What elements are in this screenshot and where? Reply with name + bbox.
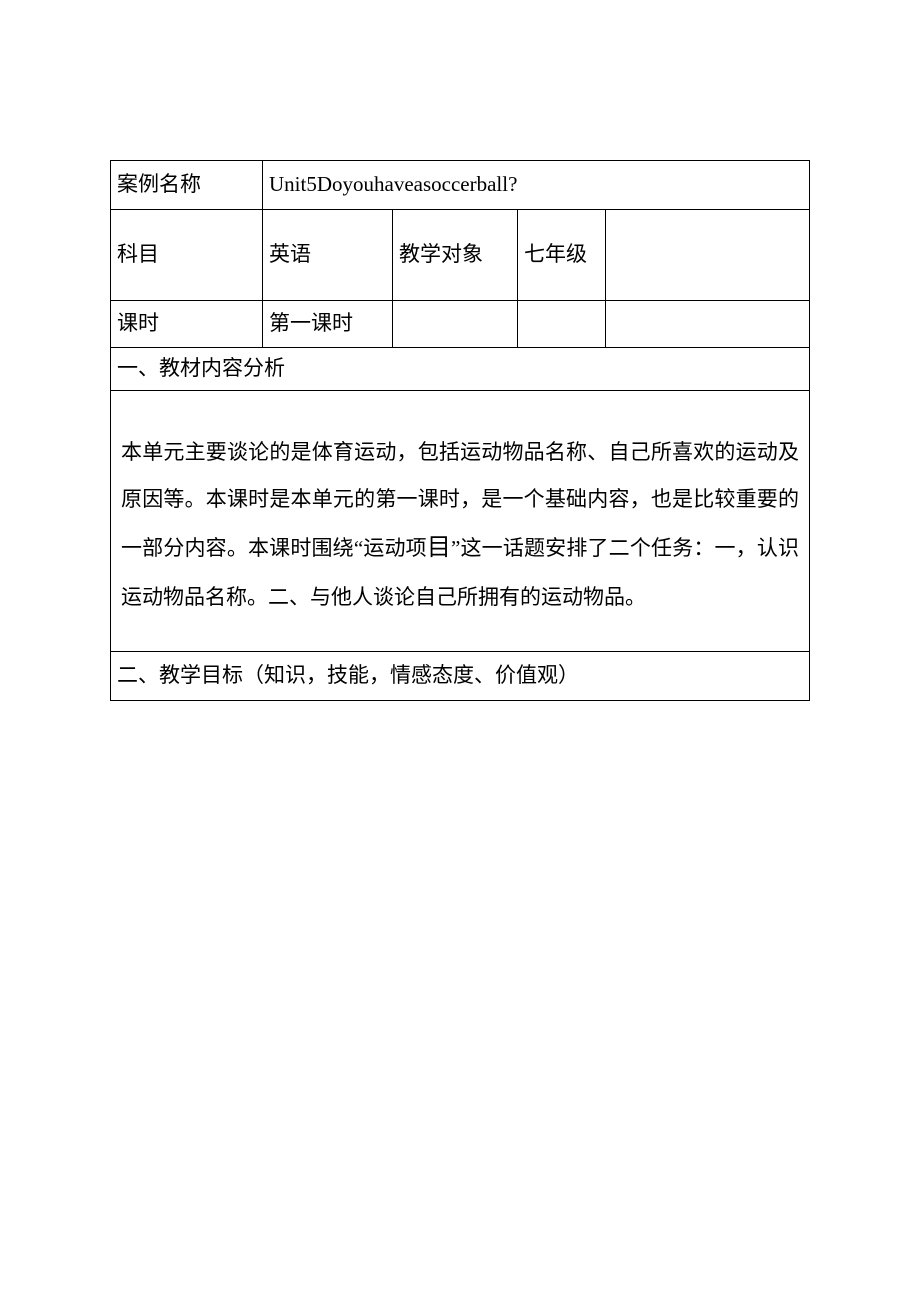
row-section2-heading: 二、教学目标（知识，技能，情感态度、价值观） xyxy=(111,652,810,701)
section1-body-em: 目 xyxy=(427,535,451,561)
cell-period-4 xyxy=(518,301,606,348)
label-period: 课时 xyxy=(111,301,263,348)
cell-period-3 xyxy=(393,301,518,348)
section1-heading: 一、教材内容分析 xyxy=(111,348,810,391)
cell-period-5 xyxy=(606,301,810,348)
section2-heading: 二、教学目标（知识，技能，情感态度、价值观） xyxy=(111,652,810,701)
row-section1-heading: 一、教材内容分析 xyxy=(111,348,810,391)
section1-body: 本单元主要谈论的是体育运动，包括运动物品名称、自己所喜欢的运动及原因等。本课时是… xyxy=(111,411,809,630)
row-section1-body: 本单元主要谈论的是体育运动，包括运动物品名称、自己所喜欢的运动及原因等。本课时是… xyxy=(111,391,810,652)
label-case-name: 案例名称 xyxy=(111,161,263,210)
row-case-name: 案例名称 Unit5Doyouhaveasoccerball? xyxy=(111,161,810,210)
value-subject: 英语 xyxy=(263,210,393,301)
value-period: 第一课时 xyxy=(263,301,393,348)
value-case-name: Unit5Doyouhaveasoccerball? xyxy=(263,161,810,210)
row-subject: 科目 英语 教学对象 七年级 xyxy=(111,210,810,301)
lesson-plan-table: 案例名称 Unit5Doyouhaveasoccerball? 科目 英语 教学… xyxy=(110,160,810,701)
row-period: 课时 第一课时 xyxy=(111,301,810,348)
value-target-extra xyxy=(606,210,810,301)
label-subject: 科目 xyxy=(111,210,263,301)
section1-body-cell: 本单元主要谈论的是体育运动，包括运动物品名称、自己所喜欢的运动及原因等。本课时是… xyxy=(111,391,810,652)
label-target: 教学对象 xyxy=(393,210,518,301)
document-page: 案例名称 Unit5Doyouhaveasoccerball? 科目 英语 教学… xyxy=(0,0,920,701)
value-target: 七年级 xyxy=(518,210,606,301)
